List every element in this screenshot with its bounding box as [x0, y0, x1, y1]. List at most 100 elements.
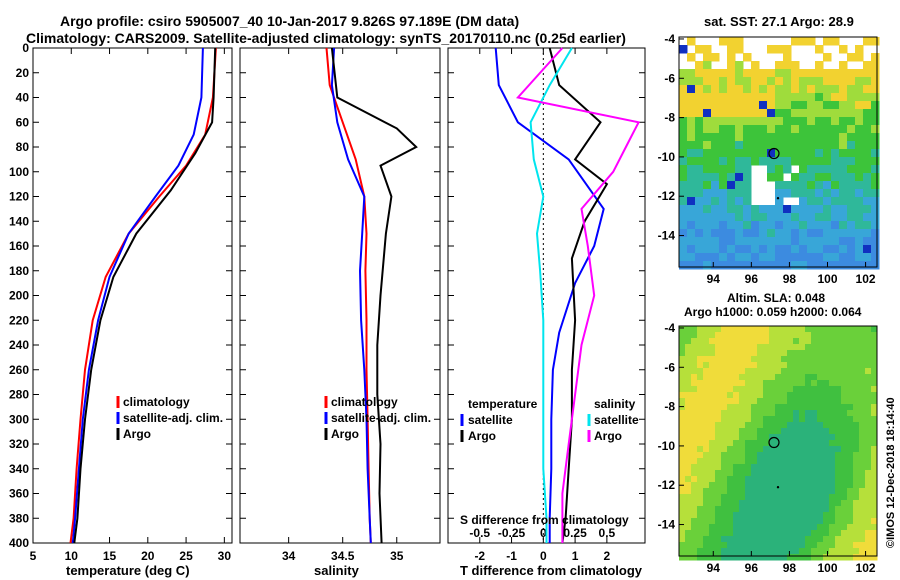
map-cell — [733, 416, 740, 423]
map-cell — [709, 482, 716, 489]
map-cell — [759, 109, 768, 118]
map-cell — [793, 362, 800, 369]
map-cell — [871, 189, 880, 198]
map-cell — [775, 117, 784, 126]
map-cell — [835, 380, 842, 387]
map-cell — [871, 332, 878, 339]
map-cell — [855, 181, 864, 190]
map-cell — [769, 398, 776, 405]
map-cell — [781, 494, 788, 501]
map-cell — [767, 133, 776, 142]
map-cell — [793, 416, 800, 423]
map-cell — [751, 380, 758, 387]
map-cell — [853, 344, 860, 351]
map-cell — [823, 380, 830, 387]
map-cell — [703, 362, 710, 369]
map-cell — [783, 165, 792, 174]
map-cell — [695, 149, 704, 158]
map-cell — [763, 386, 770, 393]
map-cell — [711, 69, 720, 78]
map-cell — [781, 392, 788, 399]
map-cell — [691, 374, 698, 381]
map-frame — [678, 36, 878, 268]
map-cell — [679, 434, 686, 441]
map-cell — [751, 500, 758, 507]
map-cell — [823, 446, 830, 453]
map-cell — [759, 245, 768, 254]
map-cell — [815, 45, 824, 54]
map-cell — [829, 410, 836, 417]
map-cell — [685, 482, 692, 489]
map-cell — [767, 141, 776, 150]
map-cell — [739, 380, 746, 387]
map-cell — [815, 125, 824, 134]
map-cell — [793, 476, 800, 483]
map-cell — [823, 197, 832, 206]
map-cell — [739, 506, 746, 513]
map-cell — [775, 554, 782, 561]
map-cell — [799, 446, 806, 453]
map-cell — [715, 326, 722, 333]
plot-frame — [32, 47, 233, 544]
map-cell — [811, 332, 818, 339]
map-cell — [817, 554, 824, 561]
map-cell — [829, 452, 836, 459]
map-cell — [829, 422, 836, 429]
map-cell — [687, 141, 696, 150]
map-cell — [697, 398, 704, 405]
map-cell — [703, 165, 712, 174]
map-cell — [831, 77, 840, 86]
map-cell — [805, 500, 812, 507]
map-cell — [799, 434, 806, 441]
map-cell — [715, 482, 722, 489]
map-cell — [847, 197, 856, 206]
map-cell — [811, 380, 818, 387]
map-cell — [805, 530, 812, 537]
map-cell — [679, 125, 688, 134]
map-cell — [787, 506, 794, 513]
map-cell — [847, 446, 854, 453]
map-cell — [733, 470, 740, 477]
map-cell — [815, 213, 824, 222]
map-cell — [745, 398, 752, 405]
map-cell — [793, 440, 800, 447]
map-cell — [823, 500, 830, 507]
map-cell — [817, 536, 824, 543]
x-tick-label: 34 — [282, 549, 296, 563]
map-y-tick-label: -10 — [658, 150, 676, 164]
map-cell — [823, 344, 830, 351]
map-cell — [767, 77, 776, 86]
map-cell — [711, 157, 720, 166]
map-cell — [815, 133, 824, 142]
map-cell — [691, 506, 698, 513]
map-cell — [847, 69, 856, 78]
map-cell — [703, 125, 712, 134]
map-cell — [847, 410, 854, 417]
map-cell — [835, 548, 842, 555]
map-cell — [865, 356, 872, 363]
map-cell — [679, 117, 688, 126]
map-cell — [835, 446, 842, 453]
map-cell — [719, 69, 728, 78]
map-cell — [685, 362, 692, 369]
map-cell — [823, 237, 832, 246]
map-cell — [763, 356, 770, 363]
map-cell — [853, 458, 860, 465]
map-cell — [769, 380, 776, 387]
map-cell — [679, 458, 686, 465]
map-cell — [811, 416, 818, 423]
map-cell — [781, 422, 788, 429]
map-cell — [697, 386, 704, 393]
map-cell — [859, 482, 866, 489]
map-cell — [841, 476, 848, 483]
map-cell — [781, 476, 788, 483]
map-cell — [847, 109, 856, 118]
map-cell — [853, 440, 860, 447]
map-cell — [783, 117, 792, 126]
plot-frame — [239, 47, 441, 544]
sst-map-title: sat. SST: 27.1 Argo: 28.9 — [704, 14, 854, 29]
map-cell — [739, 500, 746, 507]
map-cell — [871, 141, 880, 150]
map-cell — [807, 69, 816, 78]
map-cell — [863, 149, 872, 158]
